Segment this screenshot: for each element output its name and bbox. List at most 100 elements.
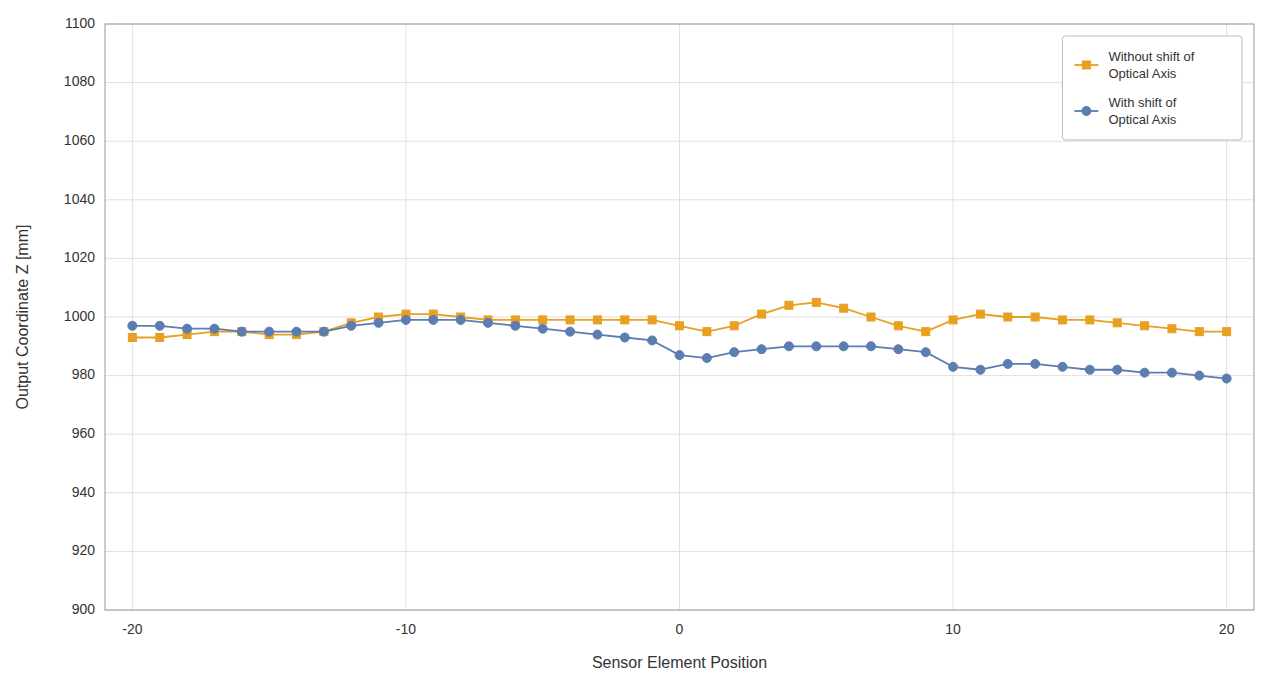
point <box>566 327 575 336</box>
point <box>593 330 602 339</box>
data <box>128 298 1231 383</box>
point <box>1141 322 1149 330</box>
plot-frame <box>105 24 1254 610</box>
point <box>429 315 438 324</box>
point <box>730 348 739 357</box>
point <box>620 333 629 342</box>
point <box>757 345 766 354</box>
point <box>1086 316 1094 324</box>
point <box>648 316 656 324</box>
y-tick-label: 1100 <box>65 15 95 31</box>
point <box>156 334 164 342</box>
point <box>758 310 766 318</box>
point <box>237 327 246 336</box>
point <box>1058 362 1067 371</box>
x-tick-label: 10 <box>945 621 961 637</box>
point <box>320 328 328 336</box>
point <box>347 321 356 330</box>
point <box>1223 328 1231 336</box>
grid-line-x <box>132 24 133 610</box>
point <box>593 316 601 324</box>
point <box>128 334 136 342</box>
point <box>155 321 164 330</box>
y-tick-label: 1040 <box>64 191 95 207</box>
legend-label: Without shift ofOptical Axis <box>1108 49 1194 81</box>
point <box>784 342 793 351</box>
point <box>538 324 547 333</box>
point <box>922 328 930 336</box>
legend: Without shift ofOptical Axis With shift o… <box>1062 36 1242 140</box>
y-tick-label: 1000 <box>64 308 95 324</box>
chart: 900920940960980100010201040106010801100-… <box>0 0 1284 690</box>
point <box>676 322 684 330</box>
point <box>484 318 493 327</box>
legend-label: With shift ofOptical Axis <box>1108 95 1176 127</box>
point <box>785 301 793 309</box>
point <box>949 316 957 324</box>
y-tick-label: 1080 <box>64 73 95 89</box>
point <box>730 322 738 330</box>
y-tick-label: 900 <box>72 601 96 617</box>
point <box>210 324 219 333</box>
legend-marker <box>1082 61 1090 69</box>
point <box>1140 368 1149 377</box>
y-tick-label: 980 <box>72 366 96 382</box>
grid-line-x <box>679 24 680 610</box>
x-tick-label: 20 <box>1219 621 1235 637</box>
x-tick-label: -10 <box>396 621 416 637</box>
y-tick-label: 940 <box>72 484 96 500</box>
grid <box>105 24 1254 610</box>
series-line <box>132 320 1226 379</box>
point <box>238 328 246 336</box>
point <box>976 365 985 374</box>
y-tick-label: 1020 <box>64 249 95 265</box>
point <box>894 322 902 330</box>
point <box>1003 359 1012 368</box>
point <box>703 328 711 336</box>
legend-marker <box>1082 107 1091 116</box>
point <box>1004 313 1012 321</box>
point <box>374 318 383 327</box>
point <box>1031 359 1040 368</box>
point <box>1168 325 1176 333</box>
point <box>1031 313 1039 321</box>
y-tick-label: 960 <box>72 425 96 441</box>
point <box>1195 371 1204 380</box>
point <box>921 348 930 357</box>
point <box>511 321 520 330</box>
point <box>894 345 903 354</box>
point <box>456 315 465 324</box>
point <box>1113 365 1122 374</box>
point <box>867 342 876 351</box>
axes: 900920940960980100010201040106010801100-… <box>14 15 1254 671</box>
y-tick-label: 1060 <box>64 132 95 148</box>
point <box>265 327 274 336</box>
point <box>1222 374 1231 383</box>
point <box>539 316 547 324</box>
point <box>401 315 410 324</box>
point <box>292 327 301 336</box>
y-axis-label: Output Coordinate Z [mm] <box>14 225 31 410</box>
point <box>840 304 848 312</box>
point <box>183 324 192 333</box>
point <box>1059 316 1067 324</box>
y-tick-label: 920 <box>72 542 96 558</box>
point <box>675 351 684 360</box>
x-tick-label: 0 <box>676 621 684 637</box>
point <box>812 342 821 351</box>
point <box>319 327 328 336</box>
legend-box <box>1062 36 1242 140</box>
series-line <box>132 302 1226 337</box>
point <box>976 310 984 318</box>
x-tick-label: -20 <box>122 621 142 637</box>
point <box>1085 365 1094 374</box>
point <box>648 336 657 345</box>
point <box>566 316 574 324</box>
point <box>839 342 848 351</box>
point <box>128 321 137 330</box>
point <box>867 313 875 321</box>
point <box>621 316 629 324</box>
point <box>1113 319 1121 327</box>
point <box>1195 328 1203 336</box>
point <box>702 354 711 363</box>
